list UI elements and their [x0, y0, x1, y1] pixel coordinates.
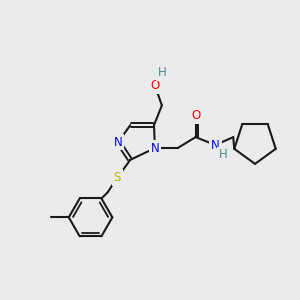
Text: N: N	[114, 136, 123, 148]
Text: N: N	[151, 142, 159, 154]
Text: H: H	[219, 148, 228, 161]
Text: O: O	[150, 79, 160, 92]
Text: S: S	[114, 171, 121, 184]
Text: H: H	[158, 66, 166, 79]
Text: N: N	[211, 139, 220, 152]
Text: O: O	[191, 109, 200, 122]
